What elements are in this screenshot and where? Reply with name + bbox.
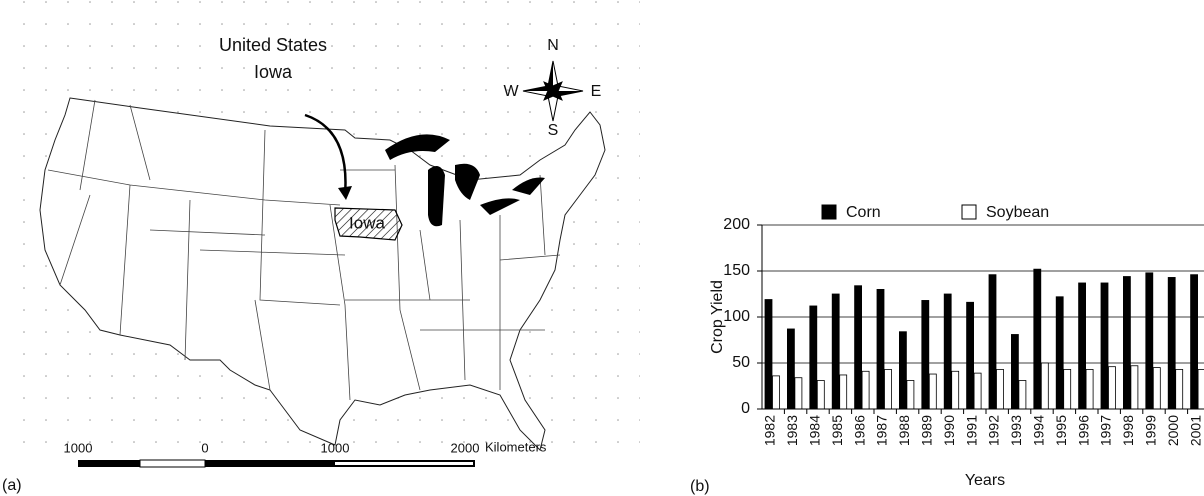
x-tick-label: 2001 [1187,415,1203,446]
x-tick-label: 1996 [1075,415,1091,446]
bar [1145,272,1154,410]
bar [996,369,1004,410]
bar [809,305,818,410]
bar [816,380,825,410]
x-tick-label: 2000 [1165,415,1181,446]
bar [1040,362,1049,410]
bar [839,374,848,410]
x-tick-label: 1989 [918,415,934,446]
bar [1085,369,1094,410]
y-tick-label: 150 [723,262,750,279]
map-subtitle: Iowa [254,62,293,82]
bar [951,370,960,410]
bar [1108,366,1116,410]
x-axis-label: Years [965,472,1005,489]
bar [772,375,780,410]
bar [1152,367,1161,410]
bar [1167,277,1176,410]
compass-w: W [503,83,519,100]
bar [928,373,937,410]
y-tick-label: 50 [732,354,750,371]
x-tick-label: 1985 [829,415,845,446]
bar [1018,380,1027,410]
scale-tick: 2000 [451,440,480,455]
x-tick-label: 1998 [1120,415,1136,446]
compass-n: N [547,37,559,54]
x-tick-label: 1984 [806,415,822,446]
bar [1011,334,1019,410]
map: N S W E United States Iowa Iowa 1000 0 1… [2,0,640,494]
scale-unit: Kilometers [485,439,547,454]
state-label: Iowa [349,213,385,232]
panel-label: (a) [2,477,22,494]
great-lakes [385,134,545,227]
y-tick-label: 200 [723,216,750,233]
x-tick-label: 1990 [941,415,957,446]
bar [1063,369,1072,410]
scale-tick: 1000 [321,440,350,455]
bar [1033,268,1042,410]
x-tick-label: 1997 [1098,415,1114,446]
x-tick-label: 1993 [1008,415,1024,446]
bar [1123,276,1131,410]
x-tick-label: 1988 [896,415,912,446]
bar [787,328,795,410]
compass-s: S [548,122,559,139]
bar [973,372,982,410]
bar [988,274,997,410]
x-tick-label: 1992 [986,415,1002,446]
legend-label: Soybean [986,204,1049,221]
compass-e: E [591,83,602,100]
x-tick-label: 1991 [963,415,979,446]
y-axis-label: Crop Yield [709,280,726,354]
compass [522,60,584,122]
bar [1175,369,1184,410]
legend-swatch [961,204,977,220]
x-tick-label: 1982 [762,415,778,446]
bar [899,331,907,410]
x-tick-label: 1994 [1030,415,1046,446]
iowa [334,207,403,241]
bar [876,288,885,410]
bar [1055,296,1064,410]
bar [884,369,892,410]
x-tick-label: 1983 [784,415,800,446]
arrow-head [338,186,352,200]
bar [861,370,870,410]
bar [764,299,773,410]
bar [1078,282,1086,410]
chart: (b) Years Crop Yield 0 50 100 150 200 Corn Soy… [690,204,1204,495]
bar [906,380,915,410]
state-lines [47,99,561,401]
y-tick-label: 100 [723,308,750,325]
bar [1100,282,1109,410]
scale-tick: 0 [201,440,208,455]
y-tick-label: 0 [741,400,750,417]
x-tick-label: 1986 [851,415,867,446]
bar [1197,369,1204,410]
x-tick-label: 1987 [874,415,890,446]
map-title: United States [219,35,327,55]
bar [854,285,862,410]
legend-label: Corn [846,204,881,221]
bar [1130,365,1139,410]
panel-label: (b) [690,478,710,495]
arrow [304,113,347,196]
bar [966,301,974,410]
bar [794,377,803,410]
scale-bar [78,459,475,468]
x-tick-label: 1995 [1053,415,1069,446]
bar [943,293,952,410]
bar [831,293,840,410]
bar [921,300,930,410]
legend-swatch [821,204,837,220]
bar [1190,274,1198,410]
x-tick-label: 1999 [1142,415,1158,446]
scale-tick: 1000 [64,440,93,455]
